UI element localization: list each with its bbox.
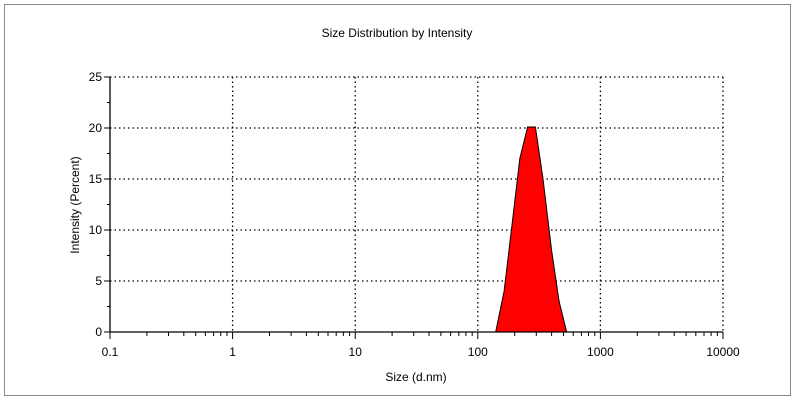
- grid: [110, 76, 724, 332]
- x-tick-label: 100: [468, 345, 488, 359]
- y-tick-label: 10: [89, 223, 103, 237]
- chart-frame: Size Distribution by Intensity 0 5 10 15 20 2…: [4, 4, 791, 396]
- x-tick-label: 1000: [587, 345, 614, 359]
- distribution-area: [183, 126, 723, 333]
- y-tick-label: 15: [89, 172, 103, 186]
- y-tick-label: 0: [95, 325, 102, 339]
- tick-labels: 0 5 10 15 20 25 0.1 1 10 100 1000 10000: [89, 70, 740, 359]
- y-tick-label: 5: [95, 274, 102, 288]
- x-tick-label: 0.1: [102, 345, 119, 359]
- axes: [104, 76, 724, 339]
- x-axis-label: Size (d.nm): [385, 370, 446, 384]
- series-layer: [183, 126, 723, 333]
- chart: Size Distribution by Intensity 0 5 10 15 20 2…: [68, 26, 740, 384]
- y-tick-label: 25: [89, 70, 103, 84]
- x-tick-label: 10000: [706, 345, 740, 359]
- y-axis-label: Intensity (Percent): [68, 156, 82, 253]
- x-tick-label: 1: [229, 345, 236, 359]
- y-tick-label: 20: [89, 121, 103, 135]
- x-tick-label: 10: [349, 345, 363, 359]
- chart-title: Size Distribution by Intensity: [322, 26, 473, 40]
